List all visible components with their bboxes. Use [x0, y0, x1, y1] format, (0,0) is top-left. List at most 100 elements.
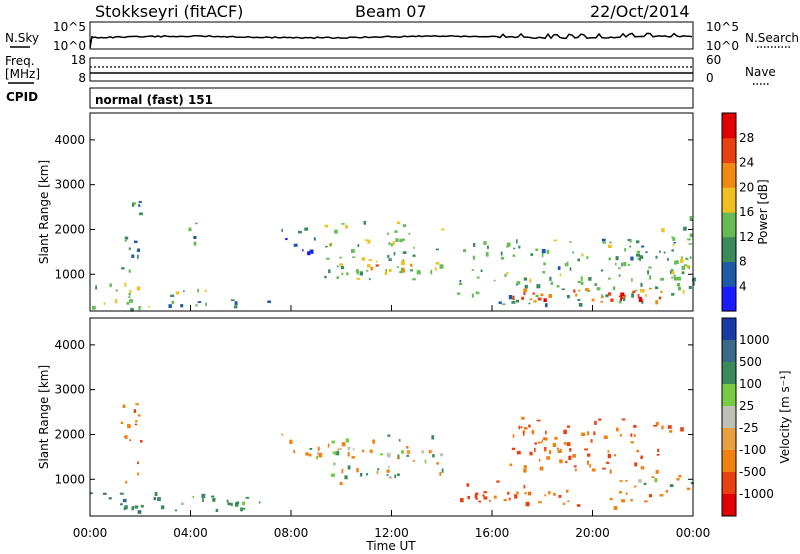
velocity-cell — [212, 497, 216, 502]
power-cell — [545, 303, 548, 308]
power-panel — [89, 112, 694, 312]
velocity-cell — [352, 448, 355, 451]
velocity-cell — [289, 439, 293, 444]
power-cell — [175, 291, 180, 295]
velocity-cell — [137, 510, 142, 514]
power-cell — [410, 269, 414, 272]
power-cell — [689, 256, 692, 259]
velocity-cell — [654, 478, 658, 483]
velocity-cell — [337, 448, 340, 451]
power-cell — [681, 271, 685, 275]
velocity-cell — [568, 455, 572, 460]
power-colorbar-segment — [722, 286, 736, 312]
power-cell — [660, 290, 663, 294]
power-cell — [577, 298, 581, 301]
power-colorbar-tick-label: 28 — [739, 131, 754, 145]
power-cell — [591, 298, 595, 302]
power-cell — [329, 243, 332, 246]
velocity-colorbar-segment — [722, 472, 736, 495]
power-cell — [515, 299, 520, 303]
power-cell — [659, 296, 662, 299]
velocity-cell — [318, 452, 323, 458]
power-cell — [500, 251, 503, 256]
power-cell — [528, 302, 531, 305]
power-cell — [550, 281, 554, 285]
velocity-cell — [331, 440, 336, 444]
velocity-cell — [621, 499, 625, 503]
power-cell — [363, 220, 366, 225]
velocity-cell — [397, 457, 400, 460]
velocity-cell — [431, 435, 435, 440]
velocity-cell — [377, 468, 380, 471]
velocity-cell — [581, 432, 586, 437]
power-cell — [137, 248, 141, 252]
velocity-cell — [317, 446, 320, 451]
velocity-colorbar-tick-label: 500 — [739, 355, 762, 369]
velocity-cell — [625, 479, 628, 482]
velocity-panel — [89, 317, 694, 517]
power-cell — [546, 249, 550, 254]
velocity-cell — [339, 447, 342, 450]
station-title: Stokkseyri (fitACF) — [95, 2, 243, 21]
power-cell — [672, 237, 676, 241]
power-cell — [95, 285, 97, 290]
power-cell — [627, 238, 632, 242]
power-cell — [356, 278, 361, 280]
velocity-cell — [344, 475, 348, 480]
velocity-cell — [332, 451, 337, 455]
power-cell — [366, 269, 369, 272]
power-cell — [682, 289, 685, 294]
velocity-cell — [653, 425, 657, 427]
freq-left-tick-bottom: 8 — [78, 71, 86, 85]
velocity-cell — [621, 418, 626, 421]
power-cell — [131, 203, 135, 207]
power-cell — [671, 276, 673, 279]
velocity-cell — [648, 494, 653, 498]
power-cell — [536, 284, 541, 289]
power-cell — [529, 298, 533, 300]
velocity-cell — [119, 492, 124, 495]
velocity-cell — [669, 484, 674, 488]
power-cell — [661, 228, 665, 233]
power-cell — [487, 245, 489, 249]
freq-left-tick-top: 18 — [71, 53, 86, 67]
power-cell — [365, 239, 368, 241]
velocity-cell — [531, 429, 535, 435]
velocity-cell — [475, 497, 478, 500]
velocity-cell — [308, 453, 312, 457]
velocity-cell — [483, 496, 488, 500]
power-cell — [124, 236, 129, 240]
velocity-colorbar-tick-label: -1000 — [739, 487, 774, 501]
velocity-cell — [576, 504, 581, 507]
velocity-cell — [192, 495, 195, 498]
velocity-cell — [543, 437, 545, 440]
velocity-cell — [609, 469, 612, 474]
velocity-cell — [536, 419, 541, 422]
power-cell — [671, 236, 674, 239]
power-cell — [608, 244, 612, 248]
power-cell — [129, 289, 132, 293]
power-cell — [396, 266, 399, 268]
power-cell — [530, 253, 533, 257]
power-cell — [463, 249, 466, 253]
velocity-cell — [524, 492, 527, 495]
power-cell — [518, 245, 521, 249]
velocity-cell — [560, 448, 562, 453]
x-tick-label: 16:00 — [475, 526, 510, 540]
power-cell — [109, 283, 112, 288]
velocity-cell — [616, 427, 619, 432]
velocity-heatmap — [90, 403, 694, 514]
velocity-cell — [593, 431, 596, 436]
velocity-colorbar-tick-label: -100 — [739, 443, 766, 457]
velocity-cell — [333, 462, 336, 466]
velocity-cell — [529, 451, 533, 456]
power-cell — [535, 248, 538, 251]
power-cell — [506, 245, 509, 248]
power-cell — [368, 278, 371, 281]
velocity-cell — [528, 424, 531, 428]
power-cell — [577, 258, 580, 262]
power-cell — [636, 240, 640, 244]
power-cell — [673, 277, 678, 281]
power-cell — [688, 285, 692, 289]
velocity-cell — [327, 443, 330, 448]
